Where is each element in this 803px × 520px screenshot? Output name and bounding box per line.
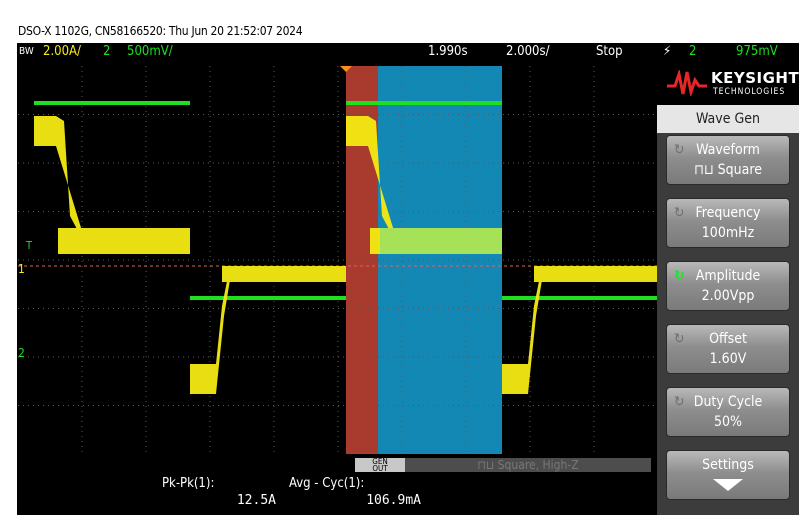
softkey-duty-cycle[interactable]: ↻ Duty Cycle 50% (666, 387, 790, 437)
wavegen-status: Square, High-Z (497, 458, 579, 472)
run-state: Stop (596, 44, 623, 59)
softkey-panel: KEYSIGHT TECHNOLOGIES Wave Gen ↻ Wavefor… (657, 61, 799, 515)
ch2-ground-marker[interactable]: 2 (18, 346, 25, 360)
rotary-knob-icon: ↻ (674, 331, 685, 347)
ch1-scale[interactable]: 2.00A/ (43, 44, 81, 59)
measurement-area: GEN OUT ⊓⊔ Square, High-Z Pk-Pk(1): 12.5… (17, 455, 657, 515)
ch2-trace (34, 101, 658, 300)
status-bar: BW 2.00A/ 2 500mV/ 1.990s 2.000s/ Stop ⚡… (17, 43, 799, 61)
softkey-label: Settings (702, 457, 754, 473)
measurement-label: Pk-Pk(1): (162, 476, 215, 491)
keysight-logo: KEYSIGHT TECHNOLOGIES (657, 61, 799, 105)
softkey-label: Waveform (696, 142, 760, 158)
rotary-knob-active-icon: ↻ (674, 268, 685, 284)
softkey-value: Square (717, 162, 762, 178)
softkey-label: Amplitude (695, 268, 761, 284)
trigger-edge-icon: ⚡ (663, 44, 672, 59)
ch2-number: 2 (103, 44, 111, 59)
softkey-value: 1.60V (709, 351, 747, 367)
trigger-level-marker[interactable]: T (26, 239, 33, 252)
trigger-source: 2 (689, 44, 697, 59)
softkey-offset[interactable]: ↻ Offset 1.60V (666, 324, 790, 374)
measurement-value: 12.5A (236, 493, 276, 508)
softkey-settings[interactable]: Settings (666, 450, 790, 500)
softkey-amplitude[interactable]: ↻ Amplitude 2.00Vpp (666, 261, 790, 311)
bandwidth-limit-label: BW (19, 46, 34, 57)
softkey-value: 100mHz (701, 225, 755, 241)
ch2-scale[interactable]: 500mV/ (127, 44, 173, 59)
wavegen-status-bar: ⊓⊔ Square, High-Z (405, 458, 651, 472)
measurement-pkpk: Pk-Pk(1): 12.5A (144, 475, 284, 513)
screenshot-title: DSO-X 1102G, CN58166520: Thu Jun 20 21:5… (18, 24, 303, 38)
rotary-knob-icon: ↻ (674, 394, 685, 410)
down-arrow-icon (713, 479, 743, 491)
softkey-label: Frequency (695, 205, 761, 221)
softkey-frequency[interactable]: ↻ Frequency 100mHz (666, 198, 790, 248)
square-wave-icon: ⊓⊔ (694, 162, 714, 178)
softkey-waveform[interactable]: ↻ Waveform ⊓⊔ Square (666, 135, 790, 185)
waveform-graticule[interactable] (18, 66, 658, 454)
gen-out-label: OUT (372, 464, 388, 473)
softkey-label: Offset (709, 331, 747, 347)
timebase[interactable]: 2.000s/ (506, 44, 550, 59)
trigger-level[interactable]: 975mV (736, 44, 778, 59)
ch1-ground-marker[interactable]: 1 (18, 262, 25, 276)
softkey-value: 50% (714, 414, 742, 430)
logo-text: KEYSIGHT (711, 69, 800, 87)
gen-out-indicator[interactable]: GEN OUT (355, 457, 405, 473)
horizontal-delay[interactable]: 1.990s (428, 44, 468, 59)
measurement-value: 106.9mA (366, 493, 421, 508)
menu-title: Wave Gen (657, 105, 799, 133)
logo-subtext: TECHNOLOGIES (713, 87, 786, 97)
trigger-position-marker (340, 66, 352, 72)
rotary-knob-icon: ↻ (674, 205, 685, 221)
measurement-avg-cyc: Avg - Cyc(1): 106.9mA (285, 475, 425, 513)
softkey-label: Duty Cycle (693, 394, 763, 410)
rotary-knob-icon: ↻ (674, 142, 685, 158)
softkey-value: 2.00Vpp (701, 288, 755, 304)
square-wave-icon: ⊓⊔ (477, 458, 495, 472)
measurement-label: Avg - Cyc(1): (289, 476, 365, 491)
gen-out-label: GEN (372, 457, 388, 466)
keysight-wave-icon (667, 70, 707, 96)
